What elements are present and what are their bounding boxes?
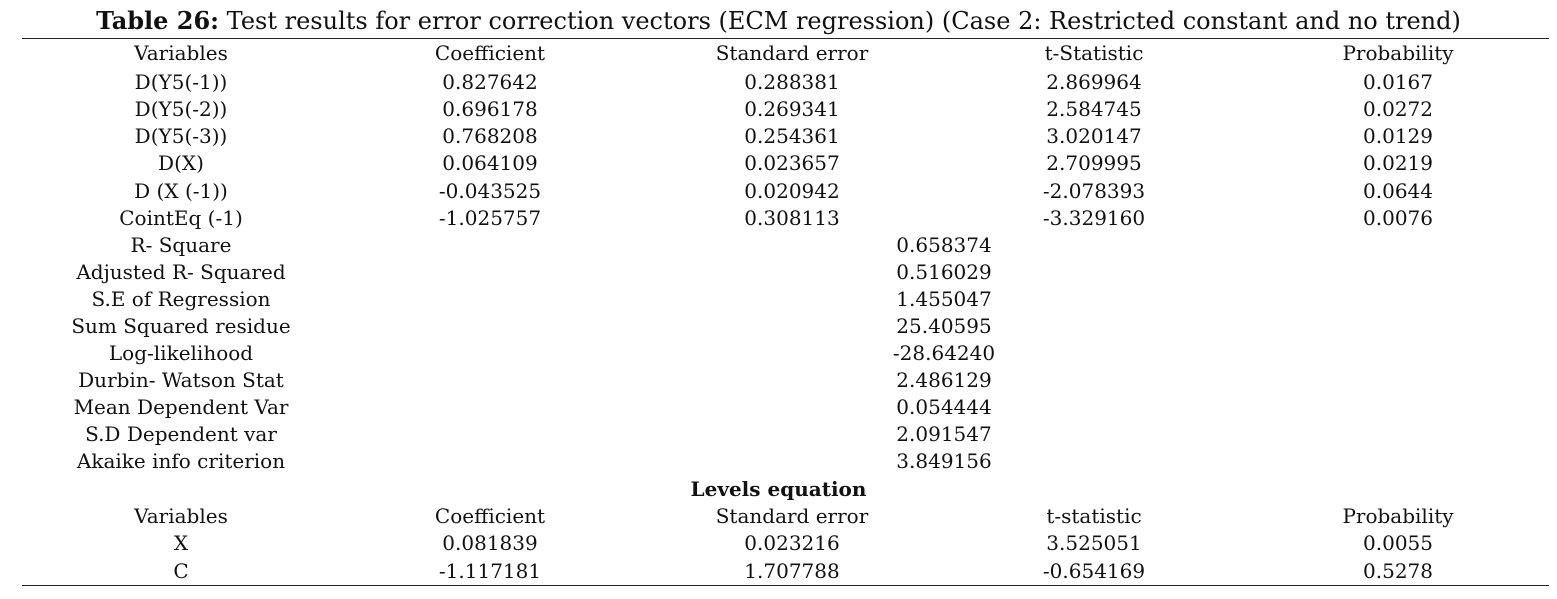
table-caption: Table 26: Test results for error correct… <box>0 6 1557 36</box>
table-row: CointEq (-1) -1.025757 0.308113 -3.32916… <box>0 205 1557 232</box>
stat-value: 1.455047 <box>896 287 992 311</box>
stat-row: S.D Dependent var 2.091547 <box>0 421 1557 448</box>
stat-row: Mean Dependent Var 0.054444 <box>0 394 1557 421</box>
t-statistic-cell: -0.654169 <box>1042 559 1146 583</box>
coefficient-cell: 0.081839 <box>442 531 538 555</box>
stat-value: 0.516029 <box>896 260 992 284</box>
stat-row: R- Square 0.658374 <box>0 232 1557 259</box>
header-standard-error: Standard error <box>715 41 869 65</box>
coefficient-cell: -1.025757 <box>438 206 542 230</box>
header-standard-error: Standard error <box>715 504 869 528</box>
probability-cell: 0.0055 <box>1363 531 1433 555</box>
levels-equation-title: Levels equation <box>690 477 867 501</box>
stat-row: S.E of Regression 1.455047 <box>0 286 1557 313</box>
probability-cell: 0.5278 <box>1363 559 1433 583</box>
variable-cell: D (X (-1)) <box>134 179 228 203</box>
coefficient-cell: 0.064109 <box>442 151 538 175</box>
variable-cell: D(Y5(-2)) <box>134 97 228 121</box>
standard-error-cell: 1.707788 <box>744 559 840 583</box>
standard-error-cell: 0.023657 <box>744 151 840 175</box>
variable-cell: D(X) <box>158 151 204 175</box>
stat-label: S.D Dependent var <box>85 422 277 446</box>
standard-error-cell: 0.288381 <box>744 70 840 94</box>
probability-cell: 0.0219 <box>1363 151 1433 175</box>
stat-row: Akaike info criterion 3.849156 <box>0 448 1557 475</box>
stat-row: Adjusted R- Squared 0.516029 <box>0 259 1557 286</box>
bottom-rule <box>22 585 1549 586</box>
header-variables: Variables <box>134 504 228 528</box>
stat-label: S.E of Regression <box>91 287 271 311</box>
stat-label: Log-likelihood <box>108 341 254 365</box>
probability-cell: 0.0129 <box>1363 124 1433 148</box>
header-probability: Probability <box>1342 41 1454 65</box>
stat-row: Durbin- Watson Stat 2.486129 <box>0 367 1557 394</box>
stat-value: 25.40595 <box>896 314 992 338</box>
t-statistic-cell: 3.525051 <box>1046 531 1142 555</box>
table-row: D(Y5(-3)) 0.768208 0.254361 3.020147 0.0… <box>0 123 1557 150</box>
header-coefficient: Coefficient <box>434 504 546 528</box>
stat-label: Mean Dependent Var <box>73 395 289 419</box>
header-variables: Variables <box>134 41 228 65</box>
t-statistic-cell: 2.709995 <box>1046 151 1142 175</box>
standard-error-cell: 0.254361 <box>744 124 840 148</box>
stat-value: 2.091547 <box>896 422 992 446</box>
variable-cell: CointEq (-1) <box>119 206 243 230</box>
variable-cell: X <box>173 531 189 555</box>
stat-label: Sum Squared residue <box>71 314 291 338</box>
table-row: D(X) 0.064109 0.023657 2.709995 0.0219 <box>0 150 1557 177</box>
coefficient-cell: -0.043525 <box>438 179 542 203</box>
variable-cell: D(Y5(-1)) <box>134 70 228 94</box>
standard-error-cell: 0.308113 <box>744 206 840 230</box>
stat-value: 2.486129 <box>896 368 992 392</box>
table-row: D (X (-1)) -0.043525 0.020942 -2.078393 … <box>0 178 1557 205</box>
stat-value: 0.054444 <box>896 395 992 419</box>
probability-cell: 0.0076 <box>1363 206 1433 230</box>
stat-label: Durbin- Watson Stat <box>78 368 284 392</box>
t-statistic-cell: 2.584745 <box>1046 97 1142 121</box>
t-statistic-cell: 3.020147 <box>1046 124 1142 148</box>
variable-cell: D(Y5(-3)) <box>134 124 228 148</box>
caption-text: Test results for error correction vector… <box>219 7 1461 35</box>
coefficient-cell: 0.768208 <box>442 124 538 148</box>
t-statistic-cell: 2.869964 <box>1046 70 1142 94</box>
header-coefficient: Coefficient <box>434 41 546 65</box>
header-t-statistic: t-statistic <box>1046 504 1142 528</box>
caption-label: Table 26: <box>96 6 220 35</box>
header-probability: Probability <box>1342 504 1454 528</box>
t-statistic-cell: -3.329160 <box>1042 206 1146 230</box>
header-t-statistic: t-Statistic <box>1044 41 1144 65</box>
probability-cell: 0.0644 <box>1363 179 1433 203</box>
stat-value: 0.658374 <box>896 233 992 257</box>
stat-label: Akaike info criterion <box>76 449 286 473</box>
standard-error-cell: 0.020942 <box>744 179 840 203</box>
t-statistic-cell: -2.078393 <box>1042 179 1146 203</box>
coefficient-cell: 0.696178 <box>442 97 538 121</box>
stat-value: -28.64240 <box>892 341 996 365</box>
levels-header-row: Variables Coefficient Standard error t-s… <box>0 503 1557 530</box>
table-row: X 0.081839 0.023216 3.525051 0.0055 <box>0 530 1557 557</box>
top-rule <box>22 38 1549 39</box>
stat-label: R- Square <box>130 233 232 257</box>
stat-row: Log-likelihood -28.64240 <box>0 340 1557 367</box>
probability-cell: 0.0272 <box>1363 97 1433 121</box>
coefficient-cell: -1.117181 <box>438 559 542 583</box>
probability-cell: 0.0167 <box>1363 70 1433 94</box>
standard-error-cell: 0.023216 <box>744 531 840 555</box>
stat-value: 3.849156 <box>896 449 992 473</box>
coefficient-cell: 0.827642 <box>442 70 538 94</box>
stat-label: Adjusted R- Squared <box>76 260 286 284</box>
variable-cell: C <box>173 559 189 583</box>
table-row: D(Y5(-2)) 0.696178 0.269341 2.584745 0.0… <box>0 96 1557 123</box>
stat-row: Sum Squared residue 25.40595 <box>0 313 1557 340</box>
standard-error-cell: 0.269341 <box>744 97 840 121</box>
table-row: C -1.117181 1.707788 -0.654169 0.5278 <box>0 558 1557 585</box>
ecm-header-row: Variables Coefficient Standard error t-S… <box>0 40 1557 67</box>
table-row: D(Y5(-1)) 0.827642 0.288381 2.869964 0.0… <box>0 69 1557 96</box>
